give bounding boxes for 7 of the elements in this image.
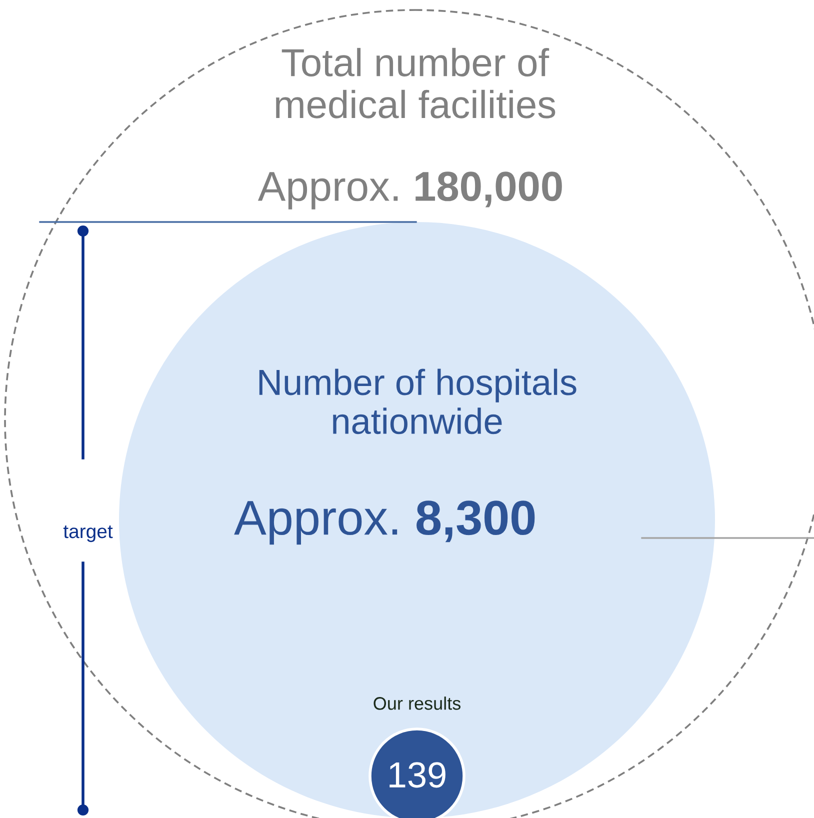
category-label: Total number of medical facilities <box>276 48 556 118</box>
text: target <box>63 525 113 542</box>
data-label: Approx. 8,300 <box>234 500 535 545</box>
data-label: Approx. 180,000 <box>258 172 562 210</box>
category-label: Number of hospitals nationwide <box>259 368 576 434</box>
category-label: Our results <box>374 696 460 710</box>
data-label: 139 <box>390 762 446 788</box>
